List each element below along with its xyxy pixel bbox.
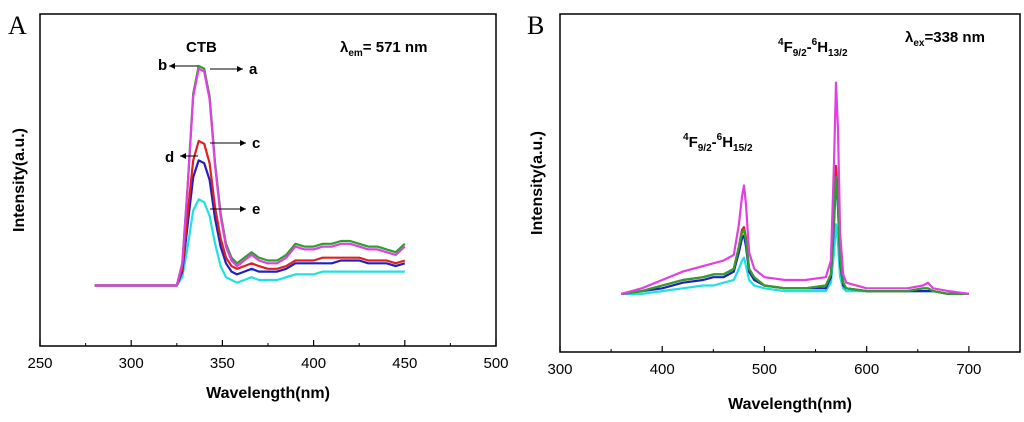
lambda-symbol: λ bbox=[905, 29, 914, 46]
panel-b: B 300 400 500 600 700 Wavelength(nm) Intensi… bbox=[527, 11, 1021, 413]
panel-b-lambda-ex: λex=338 nm bbox=[905, 29, 985, 49]
marker-a-arrow-icon bbox=[237, 66, 243, 72]
base: H bbox=[817, 39, 828, 56]
marker-c: c bbox=[210, 135, 260, 152]
transition-label-15-2: 4F9/2-6H15/2 bbox=[683, 132, 753, 154]
lambda-sub: em bbox=[348, 48, 363, 59]
panel-b-x-tick-label: 600 bbox=[854, 361, 879, 378]
panel-b-series-b bbox=[621, 81, 970, 295]
ctb-label: CTB bbox=[186, 39, 217, 56]
lambda-symbol: λ bbox=[340, 39, 349, 56]
marker-e: e bbox=[210, 201, 260, 218]
sub: 9/2 bbox=[793, 48, 807, 59]
panel-a-x-ticks: 250 300 350 400 450 500 bbox=[27, 340, 509, 372]
marker-d: d bbox=[165, 149, 198, 166]
panel-a-series-e bbox=[94, 198, 405, 287]
panel-b-x-tick-label: 500 bbox=[752, 361, 777, 378]
panel-b-series bbox=[621, 81, 970, 295]
panel-a-series-d bbox=[94, 159, 406, 287]
panel-a-x-tick-label: 300 bbox=[119, 355, 144, 372]
panel-b-series-a bbox=[621, 176, 969, 295]
lambda-sub: ex bbox=[913, 38, 925, 49]
sup: 6 bbox=[717, 132, 723, 143]
base: F bbox=[784, 39, 793, 56]
lambda-value: = 571 nm bbox=[363, 39, 428, 56]
marker-b: b bbox=[158, 57, 198, 74]
panel-a-ylabel: Intensity(a.u.) bbox=[11, 128, 28, 232]
sup: 4 bbox=[778, 37, 784, 48]
marker-b-label: b bbox=[158, 57, 167, 74]
panel-a-series-b bbox=[94, 67, 406, 287]
marker-e-label: e bbox=[252, 201, 260, 218]
panel-b-x-tick-label: 400 bbox=[650, 361, 675, 378]
base: F bbox=[689, 134, 698, 151]
panel-b-x-tick-label: 700 bbox=[956, 361, 981, 378]
sub: 13/2 bbox=[828, 48, 848, 59]
panel-a-lambda-em: λem= 571 nm bbox=[340, 39, 427, 59]
transition-label-13-2: 4F9/2-6H13/2 bbox=[778, 37, 848, 59]
marker-d-arrow-icon bbox=[180, 153, 186, 159]
sup: 6 bbox=[812, 37, 818, 48]
base: H bbox=[722, 134, 733, 151]
panel-b-letter: B bbox=[527, 11, 544, 40]
panel-a-series-a bbox=[94, 64, 406, 287]
panel-a-series-c bbox=[94, 139, 406, 287]
panel-a-frame bbox=[39, 13, 497, 347]
panel-a-x-tick-label: 450 bbox=[392, 355, 417, 372]
panel-a-x-tick-label: 250 bbox=[27, 355, 52, 372]
dash: - bbox=[807, 39, 812, 56]
dash: - bbox=[712, 134, 717, 151]
panel-a-x-tick-label: 500 bbox=[483, 355, 508, 372]
sub: 9/2 bbox=[698, 143, 712, 154]
lambda-value: =338 nm bbox=[924, 29, 984, 46]
marker-b-arrow-icon bbox=[169, 63, 175, 69]
panel-a-series bbox=[94, 64, 406, 287]
sup: 4 bbox=[683, 132, 689, 143]
panel-a-x-tick-label: 350 bbox=[210, 355, 235, 372]
panel-a-xlabel: Wavelength(nm) bbox=[206, 385, 330, 402]
panel-b-xlabel: Wavelength(nm) bbox=[728, 396, 852, 413]
panel-a-x-tick-label: 400 bbox=[301, 355, 326, 372]
marker-c-arrow-icon bbox=[240, 140, 246, 146]
marker-e-arrow-icon bbox=[240, 206, 246, 212]
panel-b-x-ticks: 300 400 500 600 700 bbox=[547, 346, 981, 378]
panel-a: A 250 300 350 400 450 500 Wavelength(nm) Inte… bbox=[8, 11, 509, 402]
panel-b-frame bbox=[559, 13, 1021, 353]
panel-b-ylabel: Intensity(a.u.) bbox=[529, 131, 546, 235]
sub: 15/2 bbox=[733, 143, 753, 154]
marker-a: a bbox=[210, 61, 258, 78]
marker-a-label: a bbox=[249, 61, 258, 78]
marker-d-label: d bbox=[165, 149, 174, 166]
panel-b-x-tick-label: 300 bbox=[547, 361, 572, 378]
panel-a-letter: A bbox=[8, 11, 27, 40]
marker-c-label: c bbox=[252, 135, 260, 152]
